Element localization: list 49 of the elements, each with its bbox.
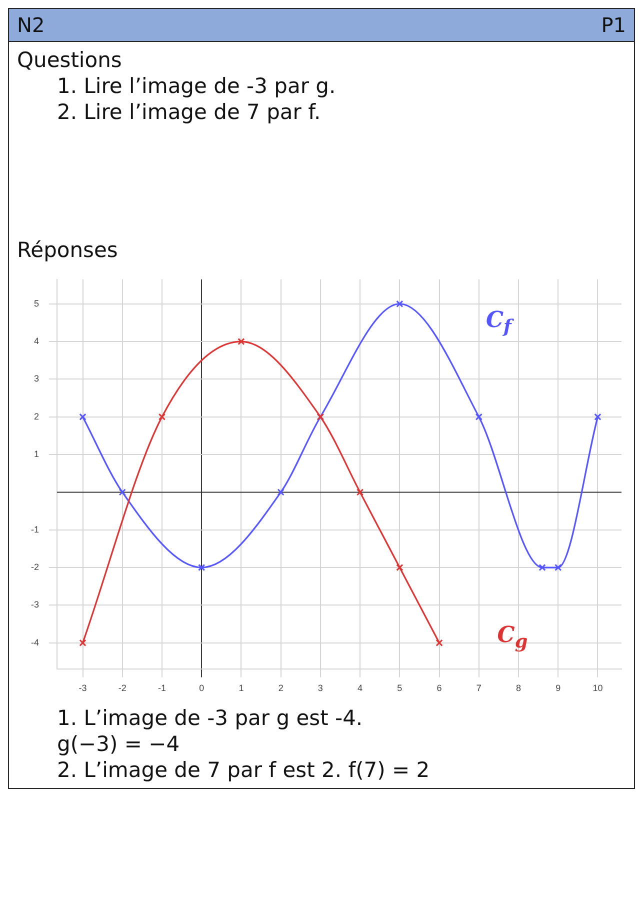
chart-subtitle: P1 (601, 13, 626, 37)
x-tick-label: 3 (318, 683, 323, 694)
point (118, 488, 126, 496)
text: 1. Lire l’image de -3 par g. (57, 74, 337, 98)
point (436, 639, 443, 646)
text: 1. L’image de -3 par g est -4. (57, 706, 364, 730)
x-tick-label: 10 (592, 683, 603, 694)
text: Réponses (17, 238, 119, 262)
x-tick-label: -2 (118, 683, 126, 694)
y-tick-label: -1 (30, 524, 39, 534)
text: C$_{g}$ (497, 622, 528, 653)
y-tick-label: -4 (30, 637, 39, 648)
point (554, 564, 562, 572)
text: g(−3) = −4 (57, 732, 181, 756)
series-label: C$_{f}$ (486, 306, 512, 338)
point (538, 564, 546, 572)
x-tick-label: 9 (556, 683, 561, 694)
y-tick-label: 4 (34, 336, 39, 346)
point (356, 488, 364, 496)
text: 2. L’image de 7 par f est 2. f(7) = 2 (57, 758, 431, 782)
x-tick-label: 6 (436, 683, 442, 694)
point (158, 413, 166, 420)
y-tick-label: 2 (34, 411, 39, 422)
point (198, 564, 206, 572)
point (238, 338, 245, 346)
x-tick-label: 2 (278, 683, 284, 694)
x-tick-label: 7 (476, 683, 482, 694)
y-tick-label: -2 (30, 562, 39, 572)
chart-title: N2 (17, 13, 45, 37)
point (79, 639, 86, 646)
x-tick-label: 0 (199, 683, 204, 694)
x-tick-label: 5 (397, 683, 402, 694)
x-tick-label: -3 (78, 683, 87, 694)
point (79, 413, 86, 420)
point (475, 413, 482, 420)
point (396, 564, 404, 572)
text: 2. Lire l’image de 7 par f. (57, 100, 322, 124)
point (594, 413, 602, 420)
x-tick-label: 8 (516, 683, 522, 694)
y-tick-label: 1 (34, 449, 39, 460)
text: Questions (17, 48, 123, 72)
x-tick-label: -1 (158, 683, 166, 694)
x-tick-label: 4 (358, 683, 363, 694)
point (277, 488, 284, 496)
y-tick-label: -3 (30, 600, 39, 610)
x-tick-label: 1 (238, 683, 244, 694)
point (396, 300, 404, 308)
y-tick-label: 3 (34, 374, 39, 384)
y-tick-label: 5 (34, 298, 39, 308)
